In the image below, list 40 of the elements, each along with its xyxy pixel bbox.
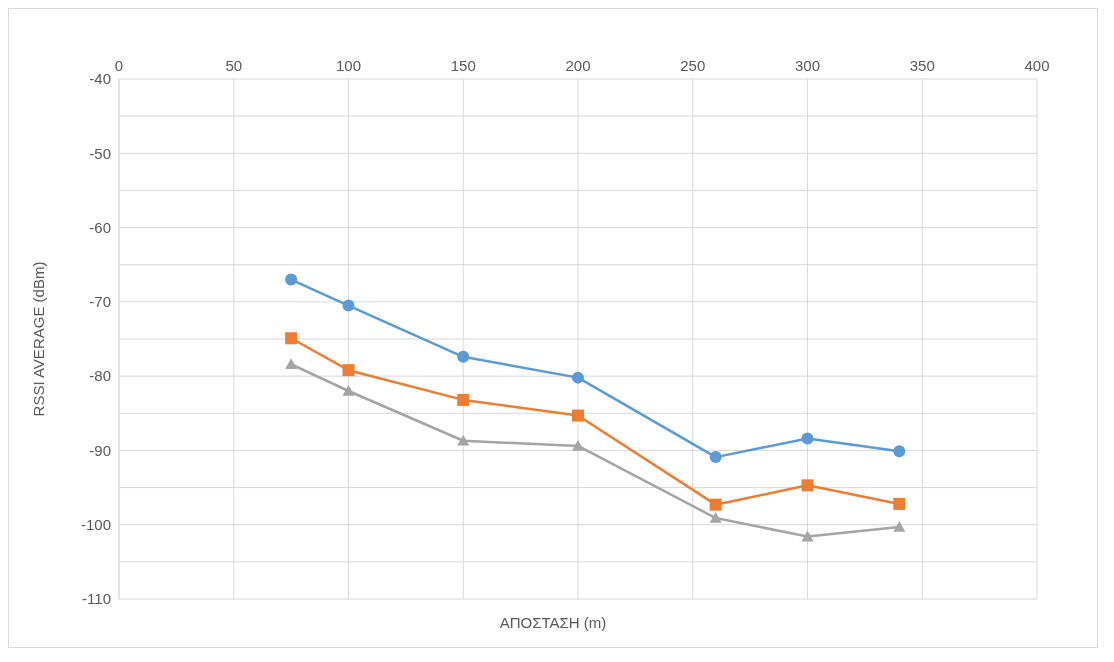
point <box>893 497 906 510</box>
point <box>342 385 355 396</box>
x-tick-label: 200 <box>565 57 591 74</box>
x-axis-title: ΑΠΟΣΤΑΣΗ (m) <box>498 614 608 631</box>
point <box>893 520 906 532</box>
x-tick-label: 150 <box>450 57 476 74</box>
point <box>572 371 584 384</box>
y-tick-label: -110 <box>82 590 111 608</box>
x-tick-label: 100 <box>335 57 362 74</box>
point <box>709 451 722 464</box>
point <box>572 409 584 422</box>
point <box>801 479 814 492</box>
y-tick-label: -70 <box>89 293 111 311</box>
x-tick-label: 250 <box>680 57 706 74</box>
x-tick-label: 50 <box>225 57 243 74</box>
point <box>285 273 298 286</box>
point <box>801 530 814 542</box>
point <box>342 364 355 377</box>
x-tick-label: 350 <box>909 57 935 74</box>
y-tick-label: -40 <box>89 70 111 88</box>
x-tick-label: 0 <box>114 57 124 74</box>
point <box>457 350 470 363</box>
point <box>893 445 906 458</box>
y-tick-label: -50 <box>89 144 111 162</box>
point <box>572 439 584 451</box>
y-tick-label: -100 <box>80 516 111 534</box>
y-tick-label: -60 <box>89 218 111 236</box>
x-tick-label: 400 <box>1024 57 1050 74</box>
point <box>285 332 298 345</box>
point <box>457 393 470 406</box>
point <box>801 432 814 445</box>
point <box>342 299 355 312</box>
point <box>709 498 722 511</box>
y-axis-title: RSSI AVERAGE (dBm) <box>30 261 48 417</box>
point <box>285 358 298 370</box>
point <box>709 512 722 523</box>
x-tick-label: 300 <box>794 57 821 74</box>
point <box>457 434 470 446</box>
y-tick-label: -90 <box>89 441 111 459</box>
y-tick-label: -80 <box>89 367 111 385</box>
